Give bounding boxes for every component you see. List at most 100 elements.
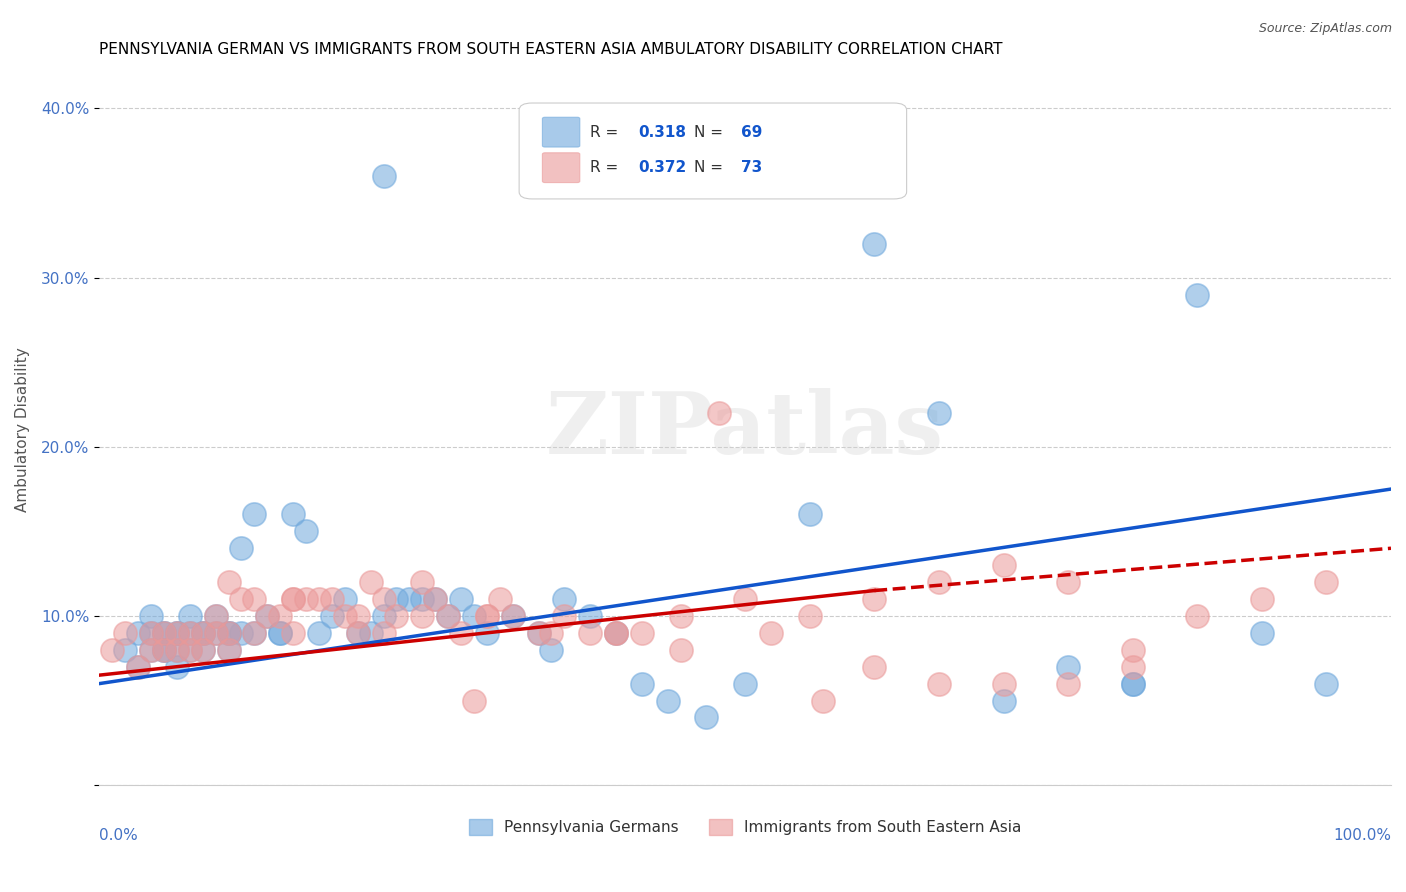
Point <box>281 508 304 522</box>
Point <box>734 676 756 690</box>
Point <box>153 642 176 657</box>
Point <box>166 625 188 640</box>
Point <box>385 592 408 607</box>
Point <box>540 625 562 640</box>
Point <box>281 592 304 607</box>
Point <box>398 592 420 607</box>
Point <box>928 676 950 690</box>
Point <box>269 625 291 640</box>
Point <box>256 609 278 624</box>
Point <box>281 592 304 607</box>
Point <box>204 625 226 640</box>
Point <box>605 625 627 640</box>
Point <box>669 642 692 657</box>
Point <box>269 625 291 640</box>
Point <box>1057 575 1080 590</box>
Point <box>863 659 886 673</box>
Point <box>295 524 318 539</box>
Point <box>153 642 176 657</box>
Point <box>256 609 278 624</box>
Point <box>191 625 214 640</box>
Point <box>1122 676 1144 690</box>
Point <box>993 558 1015 573</box>
Point <box>605 625 627 640</box>
Point <box>993 693 1015 707</box>
Point <box>139 625 162 640</box>
Point <box>191 625 214 640</box>
Point <box>114 642 136 657</box>
Point <box>243 508 266 522</box>
Point <box>231 541 253 556</box>
Point <box>799 508 821 522</box>
Point <box>179 642 201 657</box>
Point <box>425 592 447 607</box>
Point <box>411 575 433 590</box>
FancyBboxPatch shape <box>519 103 907 199</box>
Point <box>333 592 356 607</box>
Point <box>450 592 472 607</box>
Text: 0.318: 0.318 <box>638 125 686 140</box>
Text: R =: R = <box>591 161 623 175</box>
Point <box>811 693 834 707</box>
Point <box>463 693 485 707</box>
Point <box>127 625 149 640</box>
Point <box>321 592 343 607</box>
Point <box>139 609 162 624</box>
Point <box>1122 676 1144 690</box>
Point <box>179 642 201 657</box>
Point <box>1315 676 1337 690</box>
Point <box>605 625 627 640</box>
Point <box>669 609 692 624</box>
Point <box>799 609 821 624</box>
Point <box>411 592 433 607</box>
Point <box>166 625 188 640</box>
Point <box>411 609 433 624</box>
Point <box>153 625 176 640</box>
Text: N =: N = <box>693 125 727 140</box>
Point <box>863 592 886 607</box>
Point <box>204 625 226 640</box>
Point <box>166 625 188 640</box>
Point <box>463 609 485 624</box>
Point <box>579 609 602 624</box>
Point <box>243 625 266 640</box>
Point <box>553 609 575 624</box>
Point <box>993 676 1015 690</box>
Text: 0.0%: 0.0% <box>100 828 138 843</box>
Text: PENNSYLVANIA GERMAN VS IMMIGRANTS FROM SOUTH EASTERN ASIA AMBULATORY DISABILITY : PENNSYLVANIA GERMAN VS IMMIGRANTS FROM S… <box>100 42 1002 57</box>
Point <box>166 642 188 657</box>
Point <box>540 642 562 657</box>
Point <box>346 609 368 624</box>
Point <box>373 169 395 183</box>
Point <box>218 625 240 640</box>
Point <box>231 625 253 640</box>
Point <box>231 592 253 607</box>
Point <box>553 592 575 607</box>
Point <box>1057 676 1080 690</box>
Point <box>579 625 602 640</box>
Legend: Pennsylvania Germans, Immigrants from South Eastern Asia: Pennsylvania Germans, Immigrants from So… <box>463 814 1028 841</box>
Point <box>346 625 368 640</box>
Text: N =: N = <box>693 161 727 175</box>
Point <box>928 406 950 420</box>
Point <box>437 609 460 624</box>
Point <box>166 659 188 673</box>
Point <box>191 642 214 657</box>
Text: 73: 73 <box>741 161 762 175</box>
Point <box>1250 592 1272 607</box>
Point <box>179 625 201 640</box>
Point <box>1187 287 1209 301</box>
Point <box>218 642 240 657</box>
Point <box>437 609 460 624</box>
Point <box>863 236 886 251</box>
Point <box>630 676 652 690</box>
Point <box>179 625 201 640</box>
Point <box>153 642 176 657</box>
FancyBboxPatch shape <box>543 117 579 147</box>
Point <box>243 625 266 640</box>
Point <box>630 625 652 640</box>
Point <box>204 609 226 624</box>
Point <box>308 625 330 640</box>
Point <box>191 625 214 640</box>
Point <box>450 625 472 640</box>
